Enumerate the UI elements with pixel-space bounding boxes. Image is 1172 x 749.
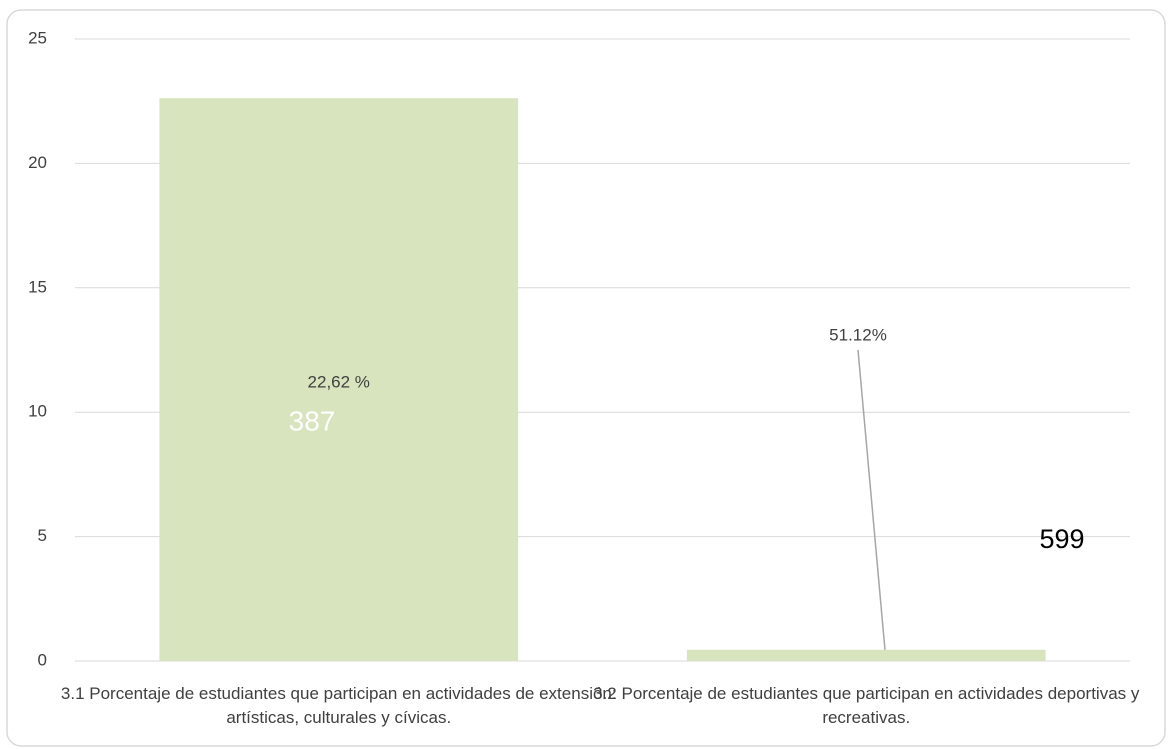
- annotation: 51.12%: [829, 325, 887, 344]
- y-tick-label: 25: [28, 28, 47, 47]
- leader-line: [857, 349, 886, 651]
- annotation: 599: [1039, 524, 1084, 554]
- y-tick-label: 20: [28, 153, 47, 172]
- bar: [159, 98, 519, 661]
- x-tick-label: 3.1 Porcentaje de estudiantes que partic…: [60, 684, 617, 727]
- y-tick-label: 0: [38, 650, 47, 669]
- y-tick-label: 15: [28, 277, 47, 296]
- annotation: 387: [289, 405, 336, 436]
- y-tick-label: 5: [38, 526, 47, 545]
- bar: [686, 649, 1046, 661]
- y-tick-label: 10: [28, 402, 47, 421]
- data-label: 22,62 %: [308, 372, 370, 391]
- x-tick-label: 3.2 Porcentaje de estudiantes que partic…: [593, 684, 1140, 727]
